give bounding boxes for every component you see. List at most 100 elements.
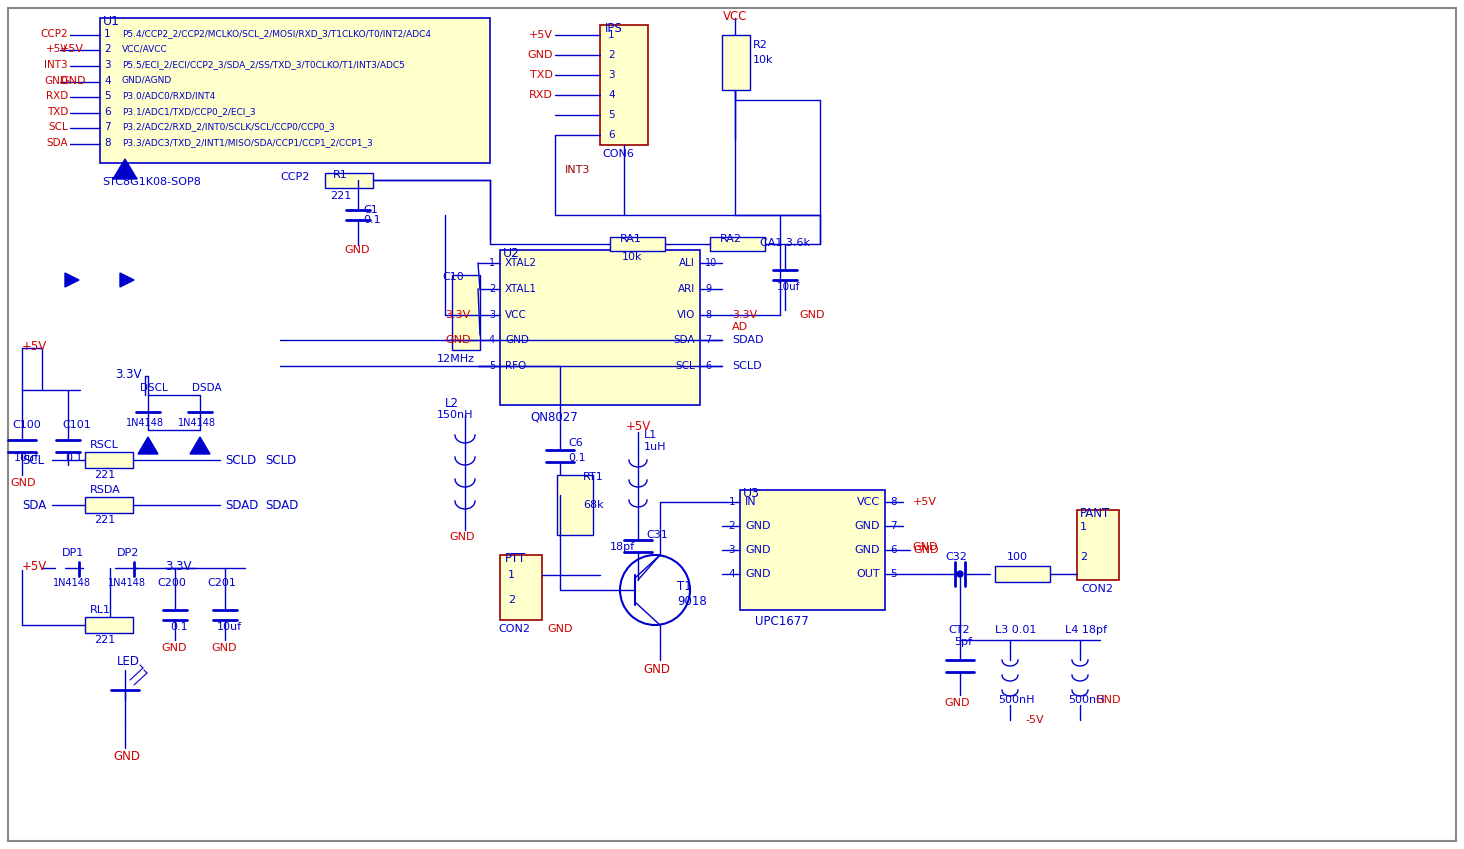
Text: GND: GND bbox=[643, 663, 671, 676]
Text: OUT: OUT bbox=[856, 569, 880, 579]
Text: 8: 8 bbox=[104, 138, 111, 148]
Text: 4: 4 bbox=[729, 569, 735, 579]
Text: RFO: RFO bbox=[505, 362, 526, 371]
Text: P3.1/ADC1/TXD/CCP0_2/ECI_3: P3.1/ADC1/TXD/CCP0_2/ECI_3 bbox=[122, 107, 256, 115]
Text: GND: GND bbox=[505, 335, 529, 346]
Text: 10k: 10k bbox=[622, 252, 643, 262]
Bar bbox=[501, 250, 700, 405]
Text: 1: 1 bbox=[508, 570, 515, 580]
Text: LED: LED bbox=[117, 655, 141, 668]
Text: 1: 1 bbox=[1080, 522, 1086, 532]
Text: C201: C201 bbox=[206, 578, 236, 588]
Text: 221: 221 bbox=[94, 515, 116, 525]
Text: 1N4148: 1N4148 bbox=[108, 578, 146, 588]
Text: P5.4/CCP2_2/CCP2/MCLKO/SCL_2/MOSI/RXD_3/T1CLKO/T0/INT2/ADC4: P5.4/CCP2_2/CCP2/MCLKO/SCL_2/MOSI/RXD_3/… bbox=[122, 29, 430, 37]
Text: 2: 2 bbox=[1080, 552, 1088, 562]
Text: SCL: SCL bbox=[48, 122, 67, 132]
Text: 10uf: 10uf bbox=[217, 622, 242, 632]
Text: 7: 7 bbox=[890, 521, 896, 531]
Text: 7: 7 bbox=[706, 335, 712, 346]
Text: CA1 3.6k: CA1 3.6k bbox=[760, 238, 810, 248]
Text: 10: 10 bbox=[706, 258, 717, 268]
Text: IPS: IPS bbox=[605, 22, 622, 35]
Bar bbox=[1078, 510, 1118, 580]
Text: 6: 6 bbox=[608, 130, 615, 140]
Text: 2: 2 bbox=[104, 44, 111, 54]
Text: CT2: CT2 bbox=[949, 625, 969, 635]
Text: P5.5/ECI_2/ECI/CCP2_3/SDA_2/SS/TXD_3/T0CLKO/T1/INT3/ADC5: P5.5/ECI_2/ECI/CCP2_3/SDA_2/SS/TXD_3/T0C… bbox=[122, 60, 406, 69]
Text: INT3: INT3 bbox=[44, 60, 67, 70]
Text: 10k: 10k bbox=[752, 55, 773, 65]
Text: 221: 221 bbox=[329, 191, 351, 201]
Text: L3 0.01: L3 0.01 bbox=[996, 625, 1037, 635]
Text: PTT: PTT bbox=[505, 552, 526, 565]
Text: SDA: SDA bbox=[673, 335, 695, 346]
Text: VIO: VIO bbox=[676, 310, 695, 319]
Polygon shape bbox=[190, 437, 209, 454]
Bar bbox=[501, 555, 542, 620]
Text: 6: 6 bbox=[706, 362, 712, 371]
Text: +5V: +5V bbox=[22, 560, 47, 573]
Text: 1: 1 bbox=[608, 30, 615, 40]
Text: C31: C31 bbox=[646, 530, 668, 540]
Text: RSCL: RSCL bbox=[89, 440, 119, 450]
Text: 100: 100 bbox=[1007, 552, 1028, 562]
Text: GND: GND bbox=[44, 76, 67, 86]
Text: C200: C200 bbox=[157, 578, 186, 588]
Text: 2: 2 bbox=[608, 50, 615, 60]
Text: RT1: RT1 bbox=[583, 472, 603, 482]
Text: P3.2/ADC2/RXD_2/INT0/SCLK/SCL/CCP0/CCP0_3: P3.2/ADC2/RXD_2/INT0/SCLK/SCL/CCP0/CCP0_… bbox=[122, 122, 335, 132]
Bar bbox=[556, 475, 593, 535]
Text: 68k: 68k bbox=[583, 500, 603, 510]
Text: GND: GND bbox=[944, 698, 969, 708]
Text: C32: C32 bbox=[944, 552, 966, 562]
Text: +5V: +5V bbox=[45, 44, 67, 54]
Text: RA2: RA2 bbox=[720, 234, 742, 244]
Text: C100: C100 bbox=[12, 420, 41, 430]
Text: P3.3/ADC3/TXD_2/INT1/MISO/SDA/CCP1/CCP1_2/CCP1_3: P3.3/ADC3/TXD_2/INT1/MISO/SDA/CCP1/CCP1_… bbox=[122, 138, 373, 147]
Text: CCP2: CCP2 bbox=[280, 172, 309, 182]
Text: SCL: SCL bbox=[22, 454, 44, 467]
Text: 4: 4 bbox=[608, 90, 615, 100]
Text: VCC: VCC bbox=[856, 497, 880, 507]
Text: C1: C1 bbox=[363, 205, 378, 215]
Text: SDAD: SDAD bbox=[732, 335, 764, 346]
Text: 9: 9 bbox=[706, 284, 712, 294]
Bar bbox=[85, 452, 133, 468]
Text: 6: 6 bbox=[890, 545, 896, 555]
Bar bbox=[722, 35, 750, 90]
Text: 1N4148: 1N4148 bbox=[179, 418, 217, 428]
Text: 3: 3 bbox=[489, 310, 495, 319]
Text: 10uf: 10uf bbox=[777, 282, 801, 292]
Text: SDA: SDA bbox=[47, 138, 67, 148]
Polygon shape bbox=[120, 273, 135, 287]
Text: CON2: CON2 bbox=[1080, 584, 1113, 594]
Text: SCL: SCL bbox=[675, 362, 695, 371]
Text: GND: GND bbox=[10, 478, 35, 488]
Text: IN: IN bbox=[745, 497, 757, 507]
Text: GND: GND bbox=[855, 545, 880, 555]
Text: L1: L1 bbox=[644, 430, 657, 440]
Text: GND: GND bbox=[113, 750, 141, 763]
Text: 3: 3 bbox=[729, 545, 735, 555]
Text: U3: U3 bbox=[744, 487, 760, 500]
Bar bbox=[739, 490, 886, 610]
Text: 500nH: 500nH bbox=[1069, 695, 1104, 705]
Text: 221: 221 bbox=[94, 470, 116, 480]
Text: RSDA: RSDA bbox=[89, 485, 120, 495]
Text: 1N4148: 1N4148 bbox=[53, 578, 91, 588]
Text: GND: GND bbox=[60, 76, 85, 86]
Polygon shape bbox=[64, 273, 79, 287]
Text: GND/AGND: GND/AGND bbox=[122, 76, 173, 85]
Text: SCLD: SCLD bbox=[732, 362, 761, 371]
Text: UPC1677: UPC1677 bbox=[755, 615, 808, 628]
Text: 5: 5 bbox=[104, 91, 111, 101]
Text: 7: 7 bbox=[104, 122, 111, 132]
Text: GND: GND bbox=[211, 643, 237, 653]
Text: 5: 5 bbox=[890, 569, 896, 579]
Text: GND: GND bbox=[914, 545, 938, 555]
Bar bbox=[996, 566, 1050, 582]
Text: 9018: 9018 bbox=[676, 595, 707, 608]
Text: L4 18pf: L4 18pf bbox=[1064, 625, 1107, 635]
Text: 3.3V: 3.3V bbox=[445, 310, 470, 319]
